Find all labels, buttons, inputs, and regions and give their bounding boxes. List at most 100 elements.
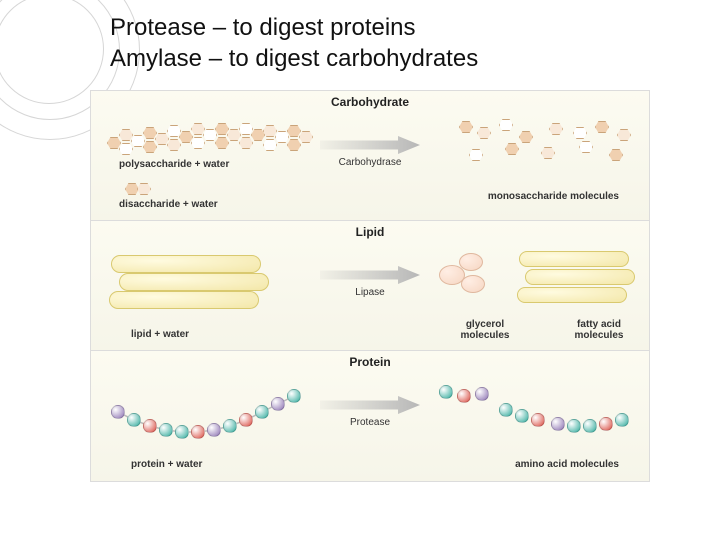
label-lipid-in: lipid + water (131, 329, 189, 340)
hex-icon (617, 129, 631, 141)
hex-icon (549, 123, 563, 135)
hex-icon (287, 125, 301, 137)
hex-icon (595, 121, 609, 133)
protein-output (429, 373, 639, 449)
amino-bead (271, 397, 285, 411)
hex-icon (579, 141, 593, 153)
hex-icon (541, 147, 555, 159)
hex-icon (131, 135, 145, 147)
amino-bead (287, 389, 301, 403)
hex-icon (239, 137, 253, 149)
hex-icon (263, 125, 277, 137)
label-monosaccharide: monosaccharide molecules (488, 191, 619, 202)
hex-icon (477, 127, 491, 139)
arrow-icon (320, 266, 420, 284)
label-aminoacid: amino acid molecules (515, 459, 619, 470)
hex-icon (251, 129, 265, 141)
lipid-blob (109, 291, 259, 309)
hex-icon (459, 121, 473, 133)
label-protein-in: protein + water (131, 459, 202, 470)
amino-bead (615, 413, 629, 427)
amino-bead (439, 385, 453, 399)
label-disaccharide: disaccharide + water (119, 199, 218, 210)
hex-icon (215, 123, 229, 135)
amino-bead (499, 403, 513, 417)
hex-icon (469, 149, 483, 161)
fattyacid-blob (517, 287, 627, 303)
row-title-lipid: Lipid (356, 225, 385, 239)
hex-icon (239, 123, 253, 135)
lipid-blob (111, 255, 261, 273)
arrow-icon (320, 136, 420, 154)
hex-icon (179, 131, 193, 143)
amino-bead (223, 419, 237, 433)
protein-input (101, 375, 321, 445)
amino-bead (457, 389, 471, 403)
arrow-carb: Carbohydrase (315, 136, 425, 168)
label-fattyacid: fatty acid molecules (569, 319, 629, 341)
hex-icon (167, 125, 181, 137)
hex-icon (299, 131, 313, 143)
glycerol-blob (461, 275, 485, 293)
amino-bead (475, 387, 489, 401)
enzyme-diagram: Carbohydrate Carbohydrase polysaccharide… (90, 90, 650, 482)
amino-bead (599, 417, 613, 431)
hex-icon (107, 137, 121, 149)
amino-bead (583, 419, 597, 433)
carb-input (101, 115, 321, 185)
header: Protease – to digest proteins Amylase – … (110, 12, 478, 74)
amino-bead (551, 417, 565, 431)
hex-icon (143, 141, 157, 153)
fattyacid-blob (519, 251, 629, 267)
amino-bead (515, 409, 529, 423)
amino-bead (191, 425, 205, 439)
row-carbohydrate: Carbohydrate Carbohydrase polysaccharide… (91, 91, 649, 221)
hex-icon (119, 143, 133, 155)
lipid-blob (119, 273, 269, 291)
carb-output (429, 113, 639, 189)
fattyacid-blob (525, 269, 635, 285)
hex-icon (573, 127, 587, 139)
arrow-lipid: Lipase (315, 266, 425, 298)
hex-icon (505, 143, 519, 155)
hex-icon (155, 133, 169, 145)
header-line-2: Amylase – to digest carbohydrates (110, 43, 478, 74)
arrow-protein: Protease (315, 396, 425, 428)
hex-icon (143, 127, 157, 139)
amino-bead (567, 419, 581, 433)
amino-bead (159, 423, 173, 437)
enzyme-label-lipid: Lipase (315, 287, 425, 298)
hex-icon (519, 131, 533, 143)
amino-bead (207, 423, 221, 437)
enzyme-label-carb: Carbohydrase (315, 157, 425, 168)
row-protein: Protein Protease protein + water amino a… (91, 351, 649, 481)
amino-bead (111, 405, 125, 419)
hex-icon (227, 129, 241, 141)
glycerol-blob (459, 253, 483, 271)
arrow-icon (320, 396, 420, 414)
amino-bead (255, 405, 269, 419)
hex-icon (287, 139, 301, 151)
lipid-input (101, 245, 321, 315)
hex-icon (191, 123, 205, 135)
hex-icon (167, 139, 181, 151)
row-title-protein: Protein (349, 355, 390, 369)
label-polysaccharide: polysaccharide + water (119, 159, 229, 170)
hex-icon (609, 149, 623, 161)
hex-icon (203, 129, 217, 141)
amino-bead (531, 413, 545, 427)
hex-icon (119, 129, 133, 141)
hex-icon (191, 137, 205, 149)
amino-bead (143, 419, 157, 433)
enzyme-label-protein: Protease (315, 417, 425, 428)
lipid-output (429, 243, 639, 319)
amino-bead (127, 413, 141, 427)
hex-icon (499, 119, 513, 131)
row-title-carb: Carbohydrate (331, 95, 409, 109)
hex-icon (215, 137, 229, 149)
amino-bead (175, 425, 189, 439)
hex-icon (263, 139, 277, 151)
hex-icon (275, 131, 289, 143)
header-line-1: Protease – to digest proteins (110, 12, 478, 43)
label-glycerol: glycerol molecules (455, 319, 515, 341)
